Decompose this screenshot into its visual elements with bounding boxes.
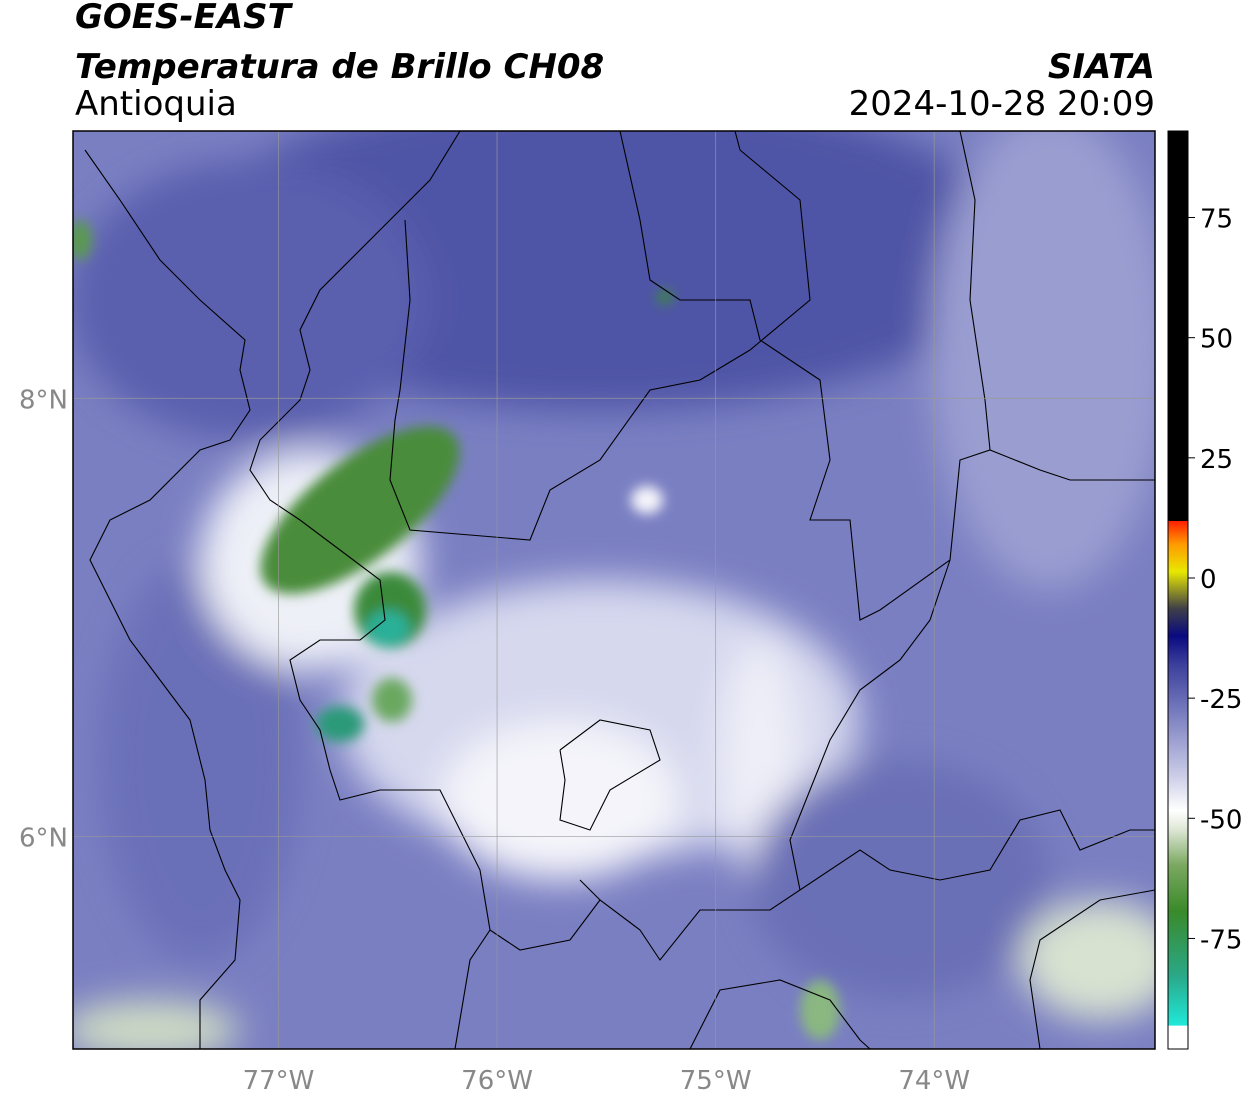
colorbar-tick-label: 75 (1200, 205, 1233, 235)
colorbar-tick-label: 25 (1200, 445, 1233, 475)
x-tick-label: 75°W (680, 1066, 752, 1096)
colorbar-tick-label: 50 (1200, 325, 1233, 355)
title: GOES-EAST (75, 0, 294, 37)
colorbar-tick-label: -75 (1200, 925, 1242, 955)
x-tick-label: 74°W (898, 1066, 970, 1096)
colorbar-tick-label: 0 (1200, 565, 1217, 595)
source: SIATA (1048, 47, 1155, 87)
map-field (73, 131, 1155, 1049)
map-frame (72, 130, 1156, 1050)
colorbar-tick-label: -25 (1200, 685, 1242, 715)
subtitle: Temperatura de Brillo CH08 (75, 47, 604, 87)
colorbar (1167, 130, 1189, 1050)
x-tick-label: 77°W (243, 1066, 315, 1096)
region: Antioquia (75, 84, 237, 124)
colorbar-tick-label: -50 (1200, 805, 1242, 835)
grid (73, 131, 1155, 1049)
y-tick-label: 8°N (19, 385, 68, 415)
y-tick-label: 6°N (19, 823, 68, 853)
boundaries (84, 131, 1155, 1049)
datetime: 2024-10-28 20:09 (849, 84, 1155, 124)
x-tick-label: 76°W (461, 1066, 533, 1096)
